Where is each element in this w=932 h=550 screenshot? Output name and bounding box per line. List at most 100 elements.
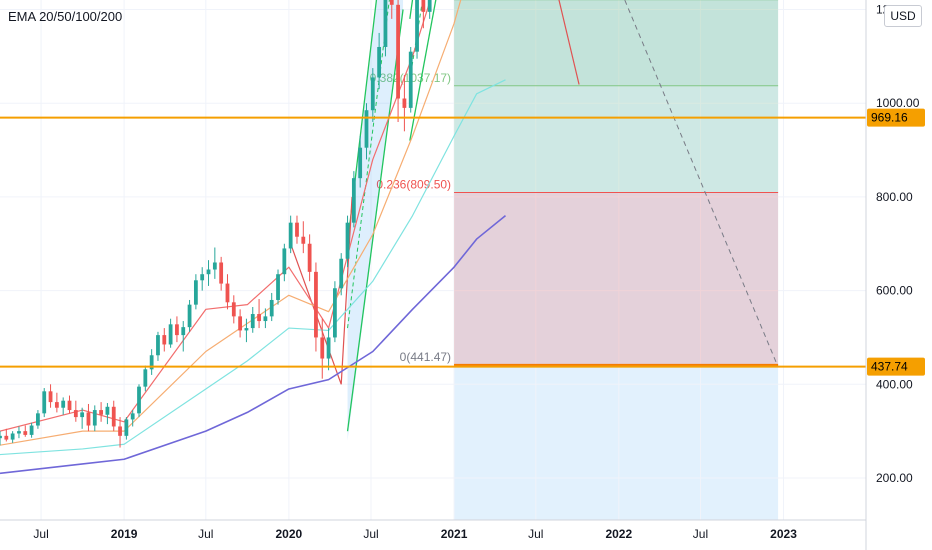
- price-tick-label: 1000.00: [876, 96, 920, 110]
- candles[interactable]: [0, 0, 507, 448]
- projection-line[interactable]: [472, 0, 779, 368]
- candle[interactable]: [364, 103, 369, 160]
- candle-body: [257, 314, 261, 322]
- candle[interactable]: [143, 365, 148, 392]
- candle[interactable]: [73, 400, 78, 422]
- candle[interactable]: [263, 308, 268, 329]
- candle[interactable]: [80, 407, 85, 429]
- candle[interactable]: [408, 46, 413, 113]
- candle[interactable]: [269, 292, 274, 322]
- candle[interactable]: [130, 410, 135, 427]
- ema-line: [0, 79, 506, 456]
- candle[interactable]: [105, 403, 110, 425]
- candle-body: [276, 274, 280, 300]
- candle-body: [200, 274, 205, 281]
- time-tick-label: 2020: [276, 527, 303, 541]
- level-price-badge: 437.74: [867, 357, 925, 376]
- candle[interactable]: [118, 417, 122, 448]
- candle[interactable]: [4, 428, 9, 442]
- candle[interactable]: [421, 0, 426, 29]
- candle[interactable]: [175, 316, 179, 343]
- candle[interactable]: [276, 269, 280, 305]
- candle[interactable]: [238, 309, 243, 338]
- candle[interactable]: [206, 260, 211, 286]
- candle[interactable]: [314, 262, 318, 352]
- candle[interactable]: [332, 281, 337, 343]
- candle[interactable]: [200, 267, 205, 291]
- candle[interactable]: [10, 431, 15, 443]
- candle[interactable]: [320, 318, 325, 379]
- candle[interactable]: [339, 253, 344, 296]
- ema-lines: [0, 0, 507, 475]
- candle[interactable]: [427, 0, 432, 19]
- candle[interactable]: [86, 403, 91, 432]
- candle[interactable]: [250, 306, 255, 333]
- candle[interactable]: [156, 331, 160, 361]
- swing-line[interactable]: [290, 196, 353, 385]
- candle[interactable]: [389, 0, 394, 19]
- candle[interactable]: [149, 349, 154, 375]
- candle[interactable]: [282, 243, 287, 282]
- candle[interactable]: [257, 299, 261, 329]
- candle[interactable]: [124, 417, 129, 440]
- candle[interactable]: [42, 388, 47, 418]
- candle-body: [54, 402, 59, 408]
- candle[interactable]: [23, 425, 28, 437]
- candle[interactable]: [193, 274, 198, 310]
- candle[interactable]: [36, 410, 40, 429]
- time-tick-label: 2019: [111, 527, 138, 541]
- price-badges: 1577.961403.76969.16437.741402.5007:34:0…: [867, 108, 925, 376]
- candle[interactable]: [288, 215, 293, 254]
- candle[interactable]: [54, 392, 59, 413]
- candle[interactable]: [67, 395, 72, 414]
- candle-body: [345, 222, 350, 259]
- candle[interactable]: [111, 400, 116, 432]
- grid: [0, 0, 866, 520]
- candle[interactable]: [48, 384, 53, 408]
- candle-body: [421, 0, 426, 12]
- candle[interactable]: [370, 68, 375, 122]
- candle-body: [156, 335, 160, 356]
- candle-body: [61, 400, 66, 408]
- candle[interactable]: [358, 135, 363, 188]
- candle[interactable]: [187, 299, 192, 332]
- candle[interactable]: [99, 402, 103, 422]
- candle[interactable]: [212, 247, 217, 279]
- channel-line[interactable]: [346, 0, 404, 244]
- channel-line[interactable]: [409, 0, 483, 141]
- candle[interactable]: [61, 397, 66, 415]
- candle[interactable]: [396, 0, 400, 122]
- candle[interactable]: [17, 426, 21, 439]
- candle[interactable]: [181, 321, 186, 352]
- candle[interactable]: [29, 422, 34, 438]
- candle[interactable]: [137, 384, 141, 418]
- fibonacci-retracement[interactable]: 1(2000.90)0.786(16670.618(1405.20)0.5(12…: [370, 0, 779, 366]
- candle[interactable]: [244, 318, 249, 343]
- indicator-legend[interactable]: EMA 20/50/100/200: [8, 9, 123, 24]
- candle[interactable]: [326, 328, 331, 371]
- currency-button[interactable]: USD: [884, 5, 922, 27]
- candle[interactable]: [219, 256, 224, 291]
- candle[interactable]: [168, 318, 173, 348]
- candle[interactable]: [345, 215, 350, 268]
- candle[interactable]: [295, 215, 299, 244]
- horizontal-levels[interactable]: [0, 0, 866, 368]
- time-axis[interactable]: [0, 520, 866, 550]
- candle[interactable]: [0, 431, 2, 446]
- candle[interactable]: [301, 221, 306, 254]
- candle[interactable]: [307, 234, 312, 282]
- target-line[interactable]: [472, 0, 580, 85]
- candle[interactable]: [225, 274, 230, 310]
- candle[interactable]: [383, 0, 388, 57]
- candle[interactable]: [402, 75, 407, 132]
- candle-body: [301, 236, 306, 244]
- candle[interactable]: [415, 0, 419, 59]
- candle[interactable]: [92, 405, 97, 432]
- candle[interactable]: [351, 171, 356, 228]
- candle[interactable]: [231, 295, 236, 324]
- price-axis[interactable]: [866, 0, 932, 550]
- candle[interactable]: [162, 328, 167, 352]
- candle[interactable]: [377, 32, 382, 90]
